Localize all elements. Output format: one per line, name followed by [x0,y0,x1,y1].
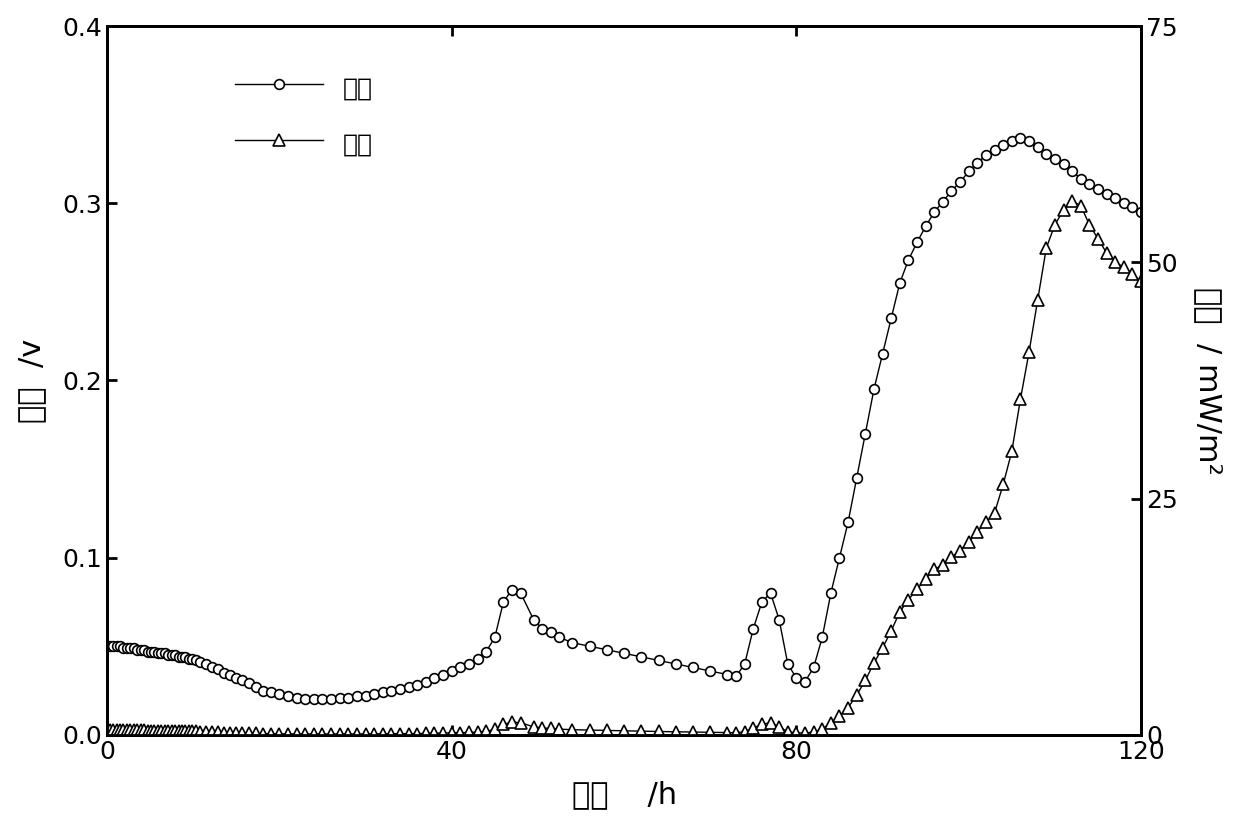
电压 [1133,207,1148,217]
电压 [249,682,264,692]
电压 [1004,136,1019,146]
功率 [910,584,925,594]
功率 [534,723,549,733]
Legend: 电压, 功率: 电压, 功率 [223,60,386,171]
电压 [1013,133,1028,143]
电压 [910,237,925,247]
Y-axis label: 功率  / mW/m²: 功率 / mW/m² [1194,287,1224,474]
Line: 电压: 电压 [105,133,1146,705]
电压 [102,641,117,651]
Y-axis label: 电压  /v: 电压 /v [16,339,46,423]
功率 [1004,446,1019,456]
功率 [249,729,264,738]
电压 [534,624,549,634]
功率 [668,727,683,737]
X-axis label: 时间    /h: 时间 /h [572,781,677,809]
Line: 功率: 功率 [104,196,1147,739]
电压 [668,659,683,669]
电压 [298,695,312,705]
功率 [1133,277,1148,287]
功率 [1065,196,1080,206]
功率 [298,729,312,739]
功率 [102,725,117,735]
电压 [123,643,138,653]
功率 [123,725,138,735]
